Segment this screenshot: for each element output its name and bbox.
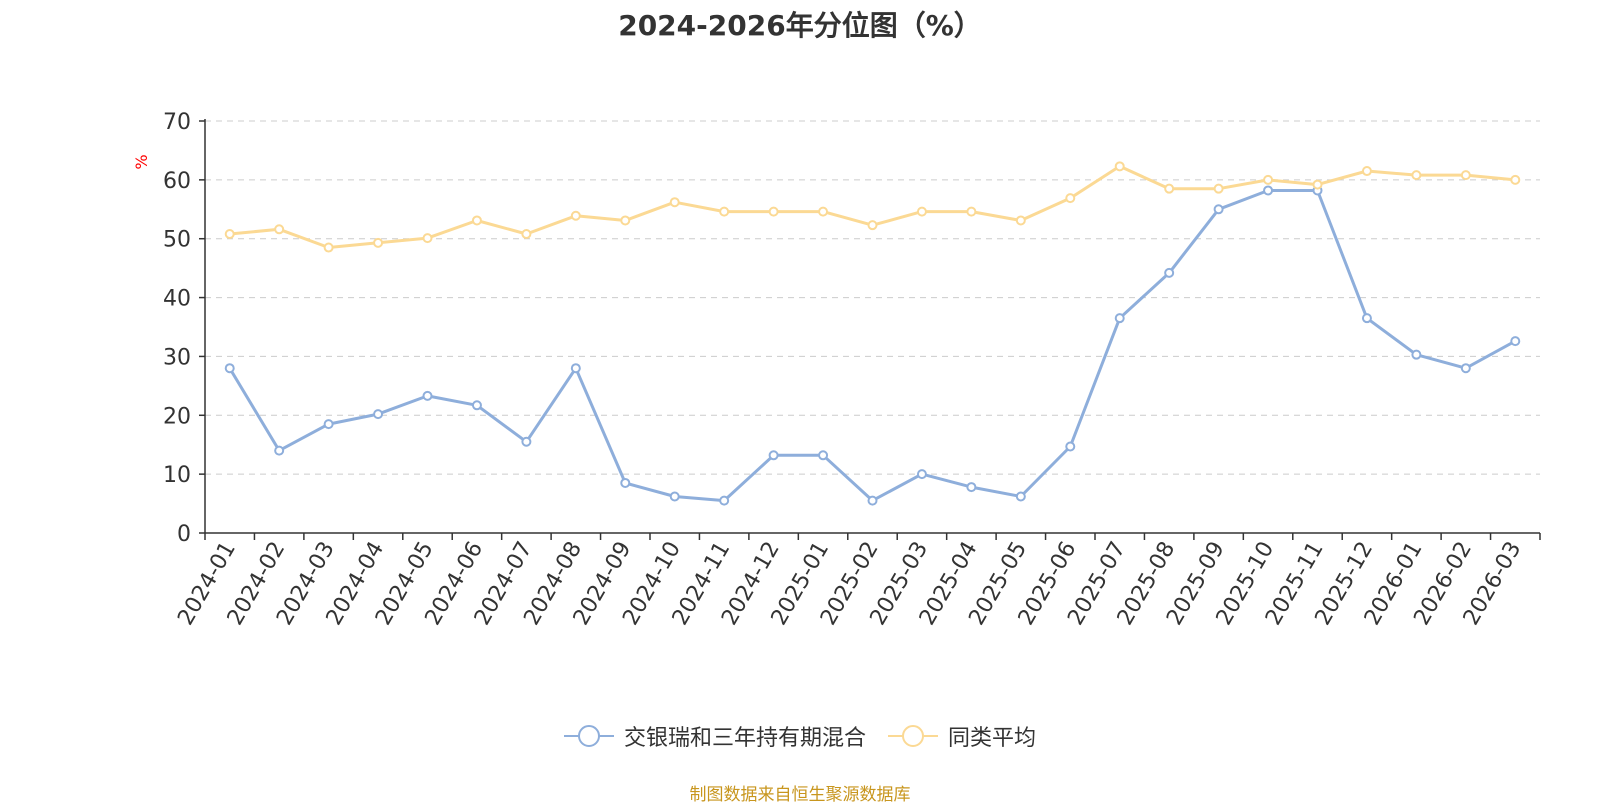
series-0-point	[1411, 349, 1422, 360]
series-1-point	[1114, 161, 1125, 172]
legend-marker-icon	[888, 725, 938, 747]
series-0-point	[719, 495, 730, 506]
legend-marker-icon	[563, 725, 614, 747]
series-1-point	[471, 215, 482, 226]
legend-label: 同类平均	[948, 726, 1037, 751]
series-0-point	[867, 495, 878, 506]
series-0-point	[274, 445, 285, 456]
series-1-point	[274, 224, 285, 235]
series-0-point	[1263, 185, 1274, 196]
series-1-point	[1312, 179, 1323, 190]
series-1-point	[521, 229, 532, 240]
series-0-point	[471, 400, 482, 411]
series-1-point	[1411, 170, 1422, 181]
grid-layer	[205, 120, 1540, 475]
series-line-0	[228, 189, 1517, 503]
series-1-point	[1460, 170, 1471, 181]
series-0-point	[966, 482, 977, 493]
y-tick-label: 10	[163, 463, 191, 488]
line-chart: 010203040506070%2024-012024-022024-03202…	[132, 110, 1541, 630]
series-1-point	[966, 206, 977, 217]
series-1-point	[768, 206, 779, 217]
series-0-point	[1164, 267, 1175, 278]
series-1-point	[818, 206, 829, 217]
series-1-point	[669, 197, 680, 208]
y-tick-label: 40	[163, 287, 191, 312]
series-0-point	[1065, 441, 1076, 452]
series-0-point	[1213, 204, 1224, 215]
series-1-point	[1015, 215, 1026, 226]
axis-layer: 010203040506070%2024-012024-022024-03202…	[132, 110, 1541, 630]
series-1-point	[1510, 174, 1521, 185]
series-0-point	[768, 450, 779, 461]
y-tick-label: 20	[163, 404, 191, 429]
legend-item-series-0[interactable]: 交银瑞和三年持有期混合	[563, 720, 866, 752]
series-0-point	[1114, 313, 1125, 324]
series-1-point	[570, 210, 581, 221]
legend: 交银瑞和三年持有期混合 同类平均	[0, 720, 1600, 752]
series-0-point	[620, 477, 631, 488]
series-0-point	[1510, 336, 1521, 347]
series-1-point	[620, 215, 631, 226]
series-1-point	[1361, 166, 1372, 177]
series-0-point	[916, 469, 927, 480]
series-0-point	[1361, 313, 1372, 324]
series-0-point	[818, 450, 829, 461]
y-tick-label: 0	[177, 522, 191, 547]
chart-title: 2024-2026年分位图（%）	[618, 9, 982, 42]
series-1-point	[1065, 193, 1076, 204]
series-1-point	[323, 242, 334, 253]
series-1-point	[224, 229, 235, 240]
series-1-point	[1263, 174, 1274, 185]
series-1-point	[916, 206, 927, 217]
y-tick-label: 30	[163, 345, 191, 370]
series-0-point	[669, 491, 680, 502]
y-tick-label: 50	[163, 228, 191, 253]
y-tick-label: 60	[163, 169, 191, 194]
series-1-point	[1213, 183, 1224, 194]
source-note: 制图数据来自恒生聚源数据库	[689, 785, 911, 805]
series-layer	[224, 161, 1521, 506]
y-tick-label: 70	[163, 110, 191, 135]
series-0-point	[521, 436, 532, 447]
legend-label: 交银瑞和三年持有期混合	[623, 726, 866, 751]
series-1-point	[867, 220, 878, 231]
series-0-point	[373, 409, 384, 420]
series-0-point	[1460, 363, 1471, 374]
series-0-point	[422, 390, 433, 401]
series-1-point	[373, 237, 384, 248]
series-0-point	[224, 363, 235, 374]
legend-item-series-1[interactable]: 同类平均	[888, 720, 1036, 752]
series-0-point	[323, 419, 334, 430]
y-axis-label: %	[132, 154, 151, 169]
series-0-point	[570, 363, 581, 374]
series-1-point	[422, 233, 433, 244]
series-0-point	[1015, 491, 1026, 502]
series-1-point	[719, 206, 730, 217]
series-1-point	[1164, 183, 1175, 194]
